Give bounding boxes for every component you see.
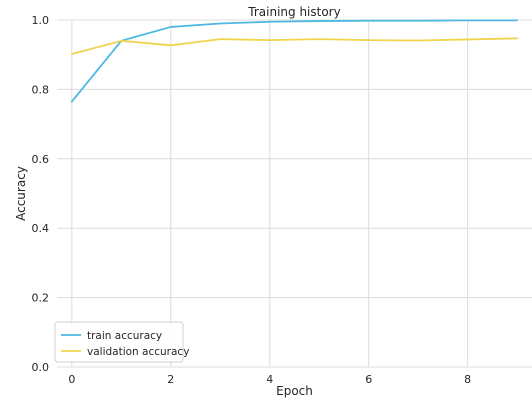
x-tick-label-3: 6 <box>365 373 372 386</box>
series-line-0 <box>70 19 519 103</box>
y-tick-label-1: 0.2 <box>32 292 50 305</box>
y-tick-label-2: 0.4 <box>32 222 50 235</box>
x-tick-label-1: 2 <box>167 373 174 386</box>
x-tick-label-2: 4 <box>266 373 273 386</box>
y-tick-label-0: 0.0 <box>32 361 50 374</box>
y-tick-label-4: 0.8 <box>32 83 50 96</box>
legend-box <box>54 321 184 363</box>
legend-label-1: validation accuracy <box>87 346 189 358</box>
x-axis-title: Epoch <box>276 384 313 398</box>
legend: train accuracy validation accuracy <box>54 321 189 363</box>
chart-title: Training history <box>247 5 340 19</box>
y-tick-label-3: 0.6 <box>32 153 50 166</box>
y-tick-label-5: 1.0 <box>32 14 50 27</box>
x-tick-label-0: 0 <box>68 373 75 386</box>
legend-label-0: train accuracy <box>87 330 162 342</box>
series-line-1 <box>70 37 519 55</box>
series-lines <box>70 19 519 103</box>
grid-lines <box>57 19 532 368</box>
tick-labels: 0.0 0.2 0.4 0.6 0.8 1.0 0 2 4 6 8 <box>32 14 472 386</box>
x-tick-label-4: 8 <box>464 373 471 386</box>
y-axis-title: Accuracy <box>14 166 28 221</box>
